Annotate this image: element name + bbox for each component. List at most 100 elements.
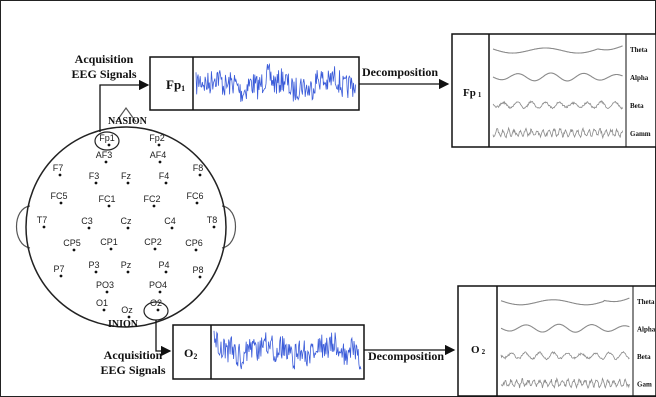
top-decomposition-label: Decomposition — [362, 65, 438, 79]
band-label: Gam — [637, 380, 652, 388]
electrode-dot — [59, 201, 63, 205]
electrode-label: P4 — [158, 260, 169, 270]
electrode-o1: O1 — [96, 298, 108, 312]
electrode-label: F8 — [193, 163, 204, 173]
bottom-arrow-head-to-signal — [155, 320, 172, 357]
electrode-fc2: FC2 — [143, 194, 161, 208]
electrode-dot — [94, 270, 98, 274]
electrode-po4: PO4 — [149, 280, 167, 294]
electrode-dot — [164, 181, 168, 185]
band-label: Gamm — [630, 130, 651, 138]
electrode-dot — [126, 226, 130, 230]
electrode-p8: P8 — [192, 265, 204, 279]
electrode-dot — [198, 275, 202, 279]
bottom-result-box — [457, 285, 656, 397]
electrode-dot — [198, 173, 202, 177]
electrode-af4: AF4 — [150, 150, 167, 164]
electrode-fz: Fz — [121, 171, 131, 185]
electrode-dot — [102, 308, 106, 312]
top-acquisition-line2: EEG Signals — [71, 67, 136, 81]
electrode-dot — [170, 226, 174, 230]
electrode-label: O2 — [150, 298, 162, 308]
band-label: Theta — [637, 298, 655, 306]
top-raw-eeg-signal — [195, 62, 356, 102]
electrode-t8: T8 — [207, 215, 218, 229]
electrode-cp1: CP1 — [100, 237, 118, 251]
left-ear — [16, 205, 31, 249]
electrode-fc1: FC1 — [98, 194, 116, 208]
electrode-dot — [158, 160, 162, 164]
electrode-dot — [107, 143, 111, 147]
electrode-dot — [94, 181, 98, 185]
top-result-box — [451, 33, 656, 148]
electrode-label: P3 — [88, 260, 99, 270]
electrode-dot — [87, 226, 91, 230]
electrode-label: O1 — [96, 298, 108, 308]
bottom-decomposition-label: Decomposition — [368, 349, 444, 363]
electrode-dot — [195, 201, 199, 205]
electrode-label: PO4 — [149, 280, 167, 290]
electrode-label: Pz — [121, 260, 132, 270]
band-wave-theta — [500, 297, 630, 306]
top-result-label: Fp 1 — [463, 87, 482, 99]
electrode-dot — [104, 160, 108, 164]
head-diagram: NASION INION Fp1 Fp2 AF3 AF4 F7 F3 Fz F4 F8 FC5 FC… — [16, 106, 236, 330]
electrode-po3: PO3 — [96, 280, 114, 294]
electrode-p4: P4 — [158, 260, 170, 274]
electrode-label: P7 — [53, 264, 64, 274]
electrode-layer: Fp1 Fp2 AF3 AF4 F7 F3 Fz F4 F8 FC5 FC1 FC2 FC6 T7 C3 Cz… — [37, 133, 218, 319]
band-wave-gamm — [492, 126, 623, 140]
electrode-cp5: CP5 — [63, 238, 81, 252]
electrode-o2: O2 — [150, 298, 162, 312]
nose — [115, 106, 137, 123]
electrode-label: CP5 — [63, 238, 81, 248]
electrode-label: PO3 — [96, 280, 114, 290]
electrode-fc6: FC6 — [186, 191, 204, 205]
top-arrow-head-to-signal — [99, 79, 150, 132]
electrode-dot — [42, 225, 46, 229]
electrode-label: CP2 — [144, 237, 162, 247]
nasion-label: NASION — [108, 116, 148, 127]
electrode-p3: P3 — [88, 260, 100, 274]
electrode-fp2: Fp2 — [149, 133, 165, 147]
electrode-af3: AF3 — [96, 150, 112, 164]
electrode-c3: C3 — [81, 216, 93, 230]
electrode-pz: Pz — [121, 260, 132, 274]
electrode-cz: Cz — [121, 216, 132, 230]
band-wave-alpha — [500, 323, 630, 333]
band-wave-gam — [500, 377, 630, 390]
top-band-waves: Theta Alpha Beta Gamm — [492, 45, 651, 140]
bottom-band-waves: Theta Alpha Beta Gam — [500, 297, 656, 390]
electrode-label: AF4 — [150, 150, 167, 160]
electrode-label: CP6 — [185, 238, 203, 248]
electrode-dot — [58, 173, 62, 177]
electrode-label: FC1 — [98, 194, 115, 204]
fp1-highlight — [94, 131, 120, 151]
electrode-dot — [156, 308, 160, 312]
electrode-dot — [164, 270, 168, 274]
bottom-raw-eeg-signal — [213, 330, 362, 370]
electrode-f7: F7 — [53, 163, 63, 177]
electrode-dot — [158, 290, 162, 294]
electrode-label: F4 — [159, 171, 170, 181]
electrode-label: F3 — [89, 171, 100, 181]
electrode-label: P8 — [192, 265, 203, 275]
electrode-label: T8 — [207, 215, 218, 225]
electrode-label: C3 — [81, 216, 93, 226]
top-acquisition-line1: Acquisition — [75, 52, 134, 66]
electrode-cp2: CP2 — [144, 237, 162, 251]
electrode-label: Oz — [121, 305, 133, 315]
band-label: Beta — [637, 353, 651, 361]
electrode-dot — [107, 204, 111, 208]
electrode-label: Fp2 — [149, 133, 165, 143]
electrode-c4: C4 — [164, 216, 176, 230]
top-chain: Acquisition EEG Signals Fp1 Decompositio… — [71, 33, 656, 148]
bottom-chain: Acquisition EEG Signals O2 Decomposition… — [100, 285, 656, 397]
electrode-t7: T7 — [37, 215, 47, 229]
electrode-p7: P7 — [53, 264, 65, 278]
electrode-label: C4 — [164, 216, 176, 226]
head-outline — [25, 126, 227, 328]
electrode-dot — [153, 247, 157, 251]
